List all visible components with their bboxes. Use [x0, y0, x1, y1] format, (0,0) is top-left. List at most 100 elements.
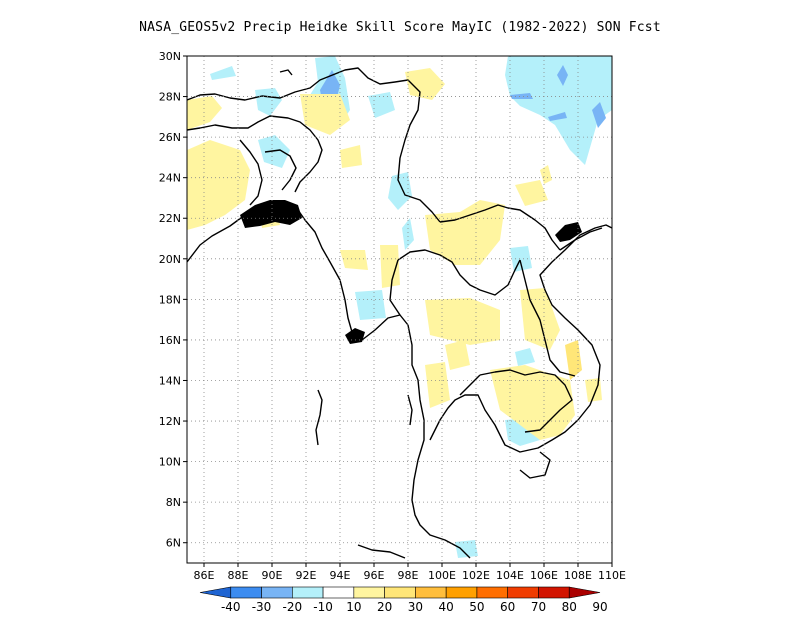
negative-skill-area	[510, 246, 532, 272]
colorbar-label: 90	[592, 600, 607, 614]
negative-skill-area	[355, 290, 386, 320]
longitude-label: 108E	[564, 569, 592, 582]
latitude-label: 28N	[159, 91, 181, 104]
colorbar-swatch	[538, 586, 570, 599]
colorbar-label: -10	[313, 600, 333, 614]
colorbar-label: 20	[377, 600, 392, 614]
border	[439, 204, 561, 251]
colorbar-swatch	[353, 586, 385, 599]
colorbar-swatch	[445, 586, 478, 599]
longitude-label: 94E	[330, 569, 351, 582]
coastline	[429, 224, 613, 453]
map-title: NASA_GEOS5v2 Precip Heidke Skill Score M…	[139, 20, 661, 35]
longitude-label: 104E	[496, 569, 524, 582]
latitude-label: 6N	[166, 537, 181, 550]
red-river-delta	[555, 222, 582, 242]
colorbar-swatch	[322, 586, 355, 599]
positive-skill-area	[585, 378, 602, 402]
longitude-label: 86E	[194, 569, 215, 582]
negative-skill-area	[255, 88, 282, 116]
colorbar-swatch	[568, 586, 601, 599]
positive-skill-area	[187, 140, 250, 230]
colorbar-swatch	[199, 586, 232, 599]
positive-skill-area	[425, 200, 505, 265]
colorbar-label: 10	[346, 600, 361, 614]
negative-skill-area	[510, 93, 533, 99]
positive-skill-area	[490, 365, 575, 440]
border	[479, 369, 573, 433]
colorbar-label: -40	[221, 600, 241, 614]
colorbar-label: 30	[408, 600, 423, 614]
latitude-label: 10N	[159, 456, 181, 469]
negative-skill-area	[515, 348, 535, 366]
negative-skill-area	[455, 540, 478, 558]
colorbar-swatch	[230, 586, 262, 599]
latitude-label: 16N	[159, 334, 181, 347]
border	[559, 227, 603, 251]
island	[407, 394, 413, 426]
positive-skill-area	[405, 68, 445, 100]
colorbar-label: 60	[500, 600, 515, 614]
latitude-label: 24N	[159, 172, 181, 185]
positive-skill-area	[540, 165, 552, 184]
negative-skill-area	[210, 66, 236, 80]
colorbar-label: -30	[252, 600, 272, 614]
latitude-label: 26N	[159, 131, 181, 144]
border	[186, 115, 323, 193]
longitude-label: 102E	[462, 569, 490, 582]
negative-skill-area	[557, 65, 568, 86]
latitude-label: 14N	[159, 374, 181, 387]
negative-skill-area	[388, 172, 412, 210]
longitude-label: 98E	[398, 569, 419, 582]
colorbar-swatch	[292, 586, 324, 599]
coastlines-and-borders	[186, 67, 613, 559]
colorbar: -40 -30 -20 -10 10 20 30 40 50 60 70 80 90	[199, 586, 608, 614]
border	[519, 259, 576, 377]
colorbar-label: 40	[439, 600, 454, 614]
latitude-label: 30N	[159, 50, 181, 63]
latitude-label: 22N	[159, 212, 181, 225]
latitude-label: 8N	[166, 496, 181, 509]
latitude-label: 18N	[159, 293, 181, 306]
positive-skill-area	[565, 340, 582, 380]
border	[264, 149, 297, 191]
negative-skill-area	[592, 102, 606, 128]
negative-skill-area	[505, 56, 612, 165]
colorbar-label: 70	[531, 600, 546, 614]
longitude-labels: 86E 88E 90E 92E 94E 96E 98E 100E 102E 104E 106E 108…	[194, 563, 626, 582]
positive-skill-area	[300, 94, 350, 135]
positive-skill-area	[340, 250, 368, 270]
island	[279, 69, 293, 76]
map-panel	[186, 55, 613, 564]
longitude-label: 92E	[296, 569, 317, 582]
sundarbans-delta	[240, 200, 302, 228]
longitude-label: 100E	[428, 569, 456, 582]
latitude-label: 20N	[159, 253, 181, 266]
skill-contours	[187, 56, 612, 558]
border	[389, 259, 401, 316]
colorbar-swatch	[507, 586, 539, 599]
border	[186, 67, 441, 223]
positive-skill-area	[187, 96, 222, 130]
colorbar-label: 50	[469, 600, 484, 614]
negative-skill-area	[368, 92, 395, 118]
positive-skill-area	[445, 340, 470, 370]
island	[357, 544, 406, 559]
island	[315, 389, 323, 446]
border	[459, 374, 481, 396]
longitude-label: 110E	[598, 569, 626, 582]
border	[239, 139, 263, 206]
negative-skill-area	[548, 112, 567, 121]
colorbar-swatch	[384, 586, 416, 599]
colorbar-swatch	[415, 586, 447, 599]
negative-skill-area	[402, 218, 414, 250]
longitude-label: 90E	[262, 569, 283, 582]
positive-skill-area	[380, 245, 400, 288]
coastline	[519, 451, 551, 479]
latitude-label: 12N	[159, 415, 181, 428]
colorbar-swatch	[476, 586, 508, 599]
positive-skill-area	[515, 180, 548, 206]
colorbar-label: 80	[562, 600, 577, 614]
longitude-label: 106E	[530, 569, 558, 582]
